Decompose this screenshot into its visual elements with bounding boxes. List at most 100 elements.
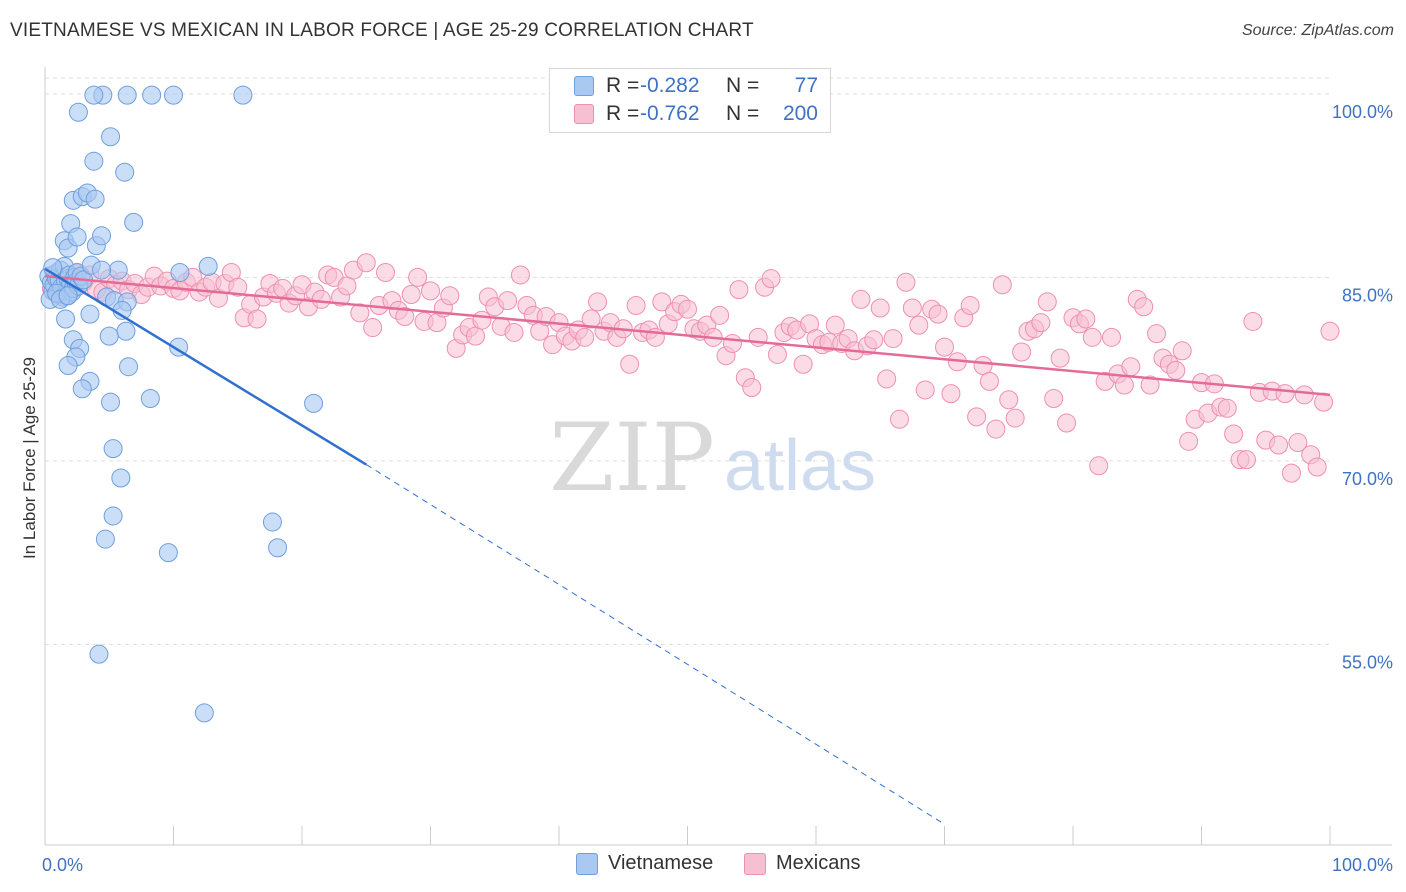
vietnamese-legend-swatch-icon <box>576 852 598 875</box>
vietnamese-point <box>116 321 136 341</box>
axes <box>44 67 1392 846</box>
mexicans-point <box>979 371 999 391</box>
mexicans-point <box>902 298 922 318</box>
mexicans-point <box>915 380 935 400</box>
mexicans-point <box>581 309 601 329</box>
vietnamese-point <box>268 538 288 558</box>
y-tick-label: 85.0% <box>1342 285 1393 305</box>
mexicans-point <box>678 299 697 319</box>
mexicans-point <box>376 263 396 283</box>
legend-r-value: -0.762 <box>640 102 700 125</box>
axis-labels: 100.0% 85.0% 70.0% 55.0% 0.0% 100.0% <box>42 102 1393 875</box>
mexicans-point <box>1031 313 1051 333</box>
mexicans-point <box>620 354 640 374</box>
legend-row-vietnamese: R = -0.282 N = 77 <box>574 73 818 99</box>
mexicans-point <box>465 326 485 346</box>
mexicans-point <box>1281 463 1301 483</box>
mexicans-point <box>928 304 948 324</box>
mexicans-point <box>941 384 961 404</box>
vietnamese-point <box>92 260 112 280</box>
vietnamese-point <box>158 543 178 563</box>
mexicans-point <box>440 286 460 306</box>
mexicans-point <box>1057 413 1077 433</box>
mexicans-point <box>793 354 813 374</box>
vietnamese-point <box>84 151 104 171</box>
mexicans-point <box>890 409 910 429</box>
legend-item-mexicans: Mexicans <box>744 852 860 875</box>
mexicans-point <box>1082 327 1102 347</box>
mexicans-point <box>1172 341 1192 361</box>
vietnamese-points <box>39 85 324 723</box>
mexicans-point <box>1147 324 1167 344</box>
legend-n-label: N = <box>726 102 760 125</box>
vietnamese-swatch-icon <box>574 76 594 96</box>
mexicans-point <box>1320 321 1340 341</box>
mexicans-point <box>498 291 518 311</box>
vietnamese-point <box>58 286 78 306</box>
watermark-zip: ZIP <box>549 404 715 513</box>
mexicans-point <box>767 344 787 364</box>
vietnamese-point <box>194 703 214 723</box>
mexicans-point <box>363 318 383 338</box>
mexicans-point <box>992 275 1012 295</box>
mexicans-legend-swatch-icon <box>744 852 766 875</box>
mexicans-point <box>1134 297 1154 317</box>
mexicans-point <box>247 309 267 329</box>
series-legend: Vietnamese Mexicans <box>0 852 1406 878</box>
mexicans-point <box>1269 435 1289 455</box>
mexicans-point <box>742 377 762 397</box>
mexicans-point <box>710 305 730 325</box>
mexicans-point <box>877 369 897 389</box>
mexicans-point <box>883 329 903 349</box>
mexicans-point <box>1236 450 1256 470</box>
x-tick-label: 0.0% <box>42 855 83 875</box>
legend-label-mexicans: Mexicans <box>776 852 861 874</box>
mexicans-point <box>825 315 845 335</box>
y-tick-label: 100.0% <box>1332 102 1393 122</box>
mexicans-point <box>652 292 672 312</box>
vietnamese-point <box>262 512 282 532</box>
mexicans-point <box>472 310 492 330</box>
vietnamese-point <box>92 226 112 246</box>
mexicans-point <box>935 337 954 357</box>
mexicans-point <box>1044 389 1064 409</box>
mexicans-point <box>588 292 608 312</box>
vietnamese-point <box>304 393 324 413</box>
mexicans-point <box>575 327 595 347</box>
mexicans-point <box>1243 311 1263 331</box>
mexicans-point <box>401 285 421 305</box>
mexicans-point <box>1102 327 1122 347</box>
vietnamese-trend-extension <box>365 464 945 825</box>
mexicans-point <box>408 267 428 287</box>
vietnamese-point <box>119 357 139 377</box>
mexicans-point <box>504 322 524 342</box>
vietnamese-point <box>124 212 144 232</box>
mexicans-point <box>999 390 1019 410</box>
mexicans-point <box>626 296 646 316</box>
vietnamese-point <box>101 127 121 147</box>
chart-source: Source: ZipAtlas.com <box>1241 22 1394 39</box>
legend-n-value: 77 <box>794 74 818 97</box>
mexicans-point <box>1217 398 1237 418</box>
mexicans-point <box>510 265 530 285</box>
vietnamese-trend-line <box>44 267 367 466</box>
vietnamese-point <box>117 85 137 105</box>
vietnamese-point <box>103 506 123 526</box>
mexicans-point <box>909 315 929 335</box>
vietnamese-point <box>99 326 119 346</box>
mexicans-point <box>1224 424 1244 444</box>
mexicans-point <box>228 277 248 297</box>
vietnamese-point <box>108 260 128 280</box>
vietnamese-point <box>72 379 92 399</box>
mexicans-point <box>896 272 916 292</box>
y-axis-label: In Labor Force | Age 25-29 <box>20 357 39 559</box>
mexicans-point <box>1294 385 1314 405</box>
y-tick-label: 70.0% <box>1342 469 1393 489</box>
mexicans-point <box>1166 360 1186 380</box>
mexicans-point <box>986 419 1006 439</box>
chart-title: VIETNAMESE VS MEXICAN IN LABOR FORCE | A… <box>10 20 754 41</box>
mexicans-point <box>1121 357 1141 377</box>
mexicans-trend-line <box>44 274 1331 397</box>
mexicans-point <box>851 289 871 309</box>
